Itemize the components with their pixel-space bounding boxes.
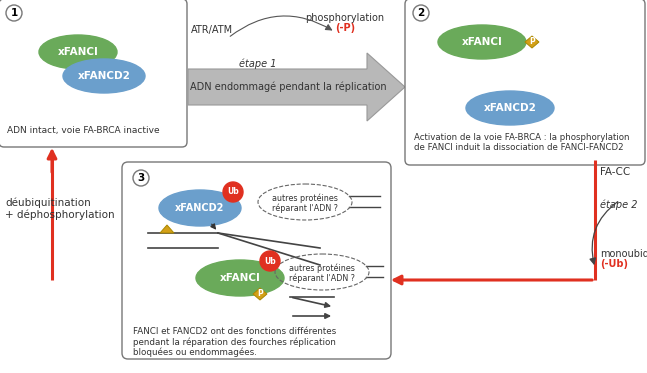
Text: (-Ub): (-Ub) [600, 259, 628, 269]
Text: Ub: Ub [227, 188, 239, 197]
Circle shape [260, 251, 280, 271]
Text: xFANCD2: xFANCD2 [78, 71, 131, 81]
Circle shape [223, 182, 243, 202]
Text: P: P [257, 289, 263, 298]
Text: pendant la réparation des fourches réplication: pendant la réparation des fourches répli… [133, 337, 336, 347]
Ellipse shape [196, 260, 284, 296]
Text: 2: 2 [417, 8, 424, 18]
Text: réparant l'ADN ?: réparant l'ADN ? [289, 273, 355, 283]
Text: monoubiquitination: monoubiquitination [600, 249, 647, 259]
Circle shape [6, 5, 22, 21]
Circle shape [133, 170, 149, 186]
Text: ADN endommagé pendant la réplication: ADN endommagé pendant la réplication [190, 82, 386, 92]
Text: ADN intact, voie FA-BRCA inactive: ADN intact, voie FA-BRCA inactive [7, 126, 160, 135]
Text: P: P [529, 38, 535, 47]
Text: autres protéines: autres protéines [289, 263, 355, 273]
Text: de FANCI induit la dissociation de FANCI-FANCD2: de FANCI induit la dissociation de FANCI… [414, 144, 624, 153]
Text: + déphosphorylation: + déphosphorylation [5, 210, 115, 220]
Text: xFANCI: xFANCI [461, 37, 503, 47]
Text: 1: 1 [10, 8, 17, 18]
Text: Activation de la voie FA-BRCA : la phosphorylation: Activation de la voie FA-BRCA : la phosp… [414, 132, 630, 141]
Text: autres protéines: autres protéines [272, 193, 338, 203]
Ellipse shape [159, 190, 241, 226]
FancyBboxPatch shape [0, 0, 187, 147]
Ellipse shape [39, 35, 117, 69]
Text: xFANCI: xFANCI [219, 273, 261, 283]
Text: bloquées ou endommagées.: bloquées ou endommagées. [133, 347, 257, 357]
Text: xFANCD2: xFANCD2 [483, 103, 536, 113]
Text: xFANCD2: xFANCD2 [175, 203, 225, 213]
Text: (-P): (-P) [335, 23, 355, 33]
Text: ATR/ATM: ATR/ATM [191, 25, 233, 35]
Text: Ub: Ub [264, 257, 276, 266]
Polygon shape [188, 53, 405, 121]
Polygon shape [253, 288, 267, 300]
Ellipse shape [466, 91, 554, 125]
Text: déubiquitination: déubiquitination [5, 198, 91, 208]
Text: phosphorylation: phosphorylation [305, 13, 384, 23]
Text: réparant l'ADN ?: réparant l'ADN ? [272, 203, 338, 213]
FancyBboxPatch shape [122, 162, 391, 359]
FancyBboxPatch shape [405, 0, 645, 165]
Text: étape 1: étape 1 [239, 59, 277, 69]
Text: 3: 3 [137, 173, 145, 183]
Polygon shape [160, 225, 174, 233]
Text: FANCI et FANCD2 ont des fonctions différentes: FANCI et FANCD2 ont des fonctions différ… [133, 327, 336, 336]
Text: étape 2: étape 2 [600, 200, 637, 210]
Ellipse shape [438, 25, 526, 59]
Text: xFANCI: xFANCI [58, 47, 98, 57]
Circle shape [413, 5, 429, 21]
Ellipse shape [63, 59, 145, 93]
Text: FA-CC: FA-CC [600, 167, 630, 177]
Polygon shape [525, 36, 539, 48]
